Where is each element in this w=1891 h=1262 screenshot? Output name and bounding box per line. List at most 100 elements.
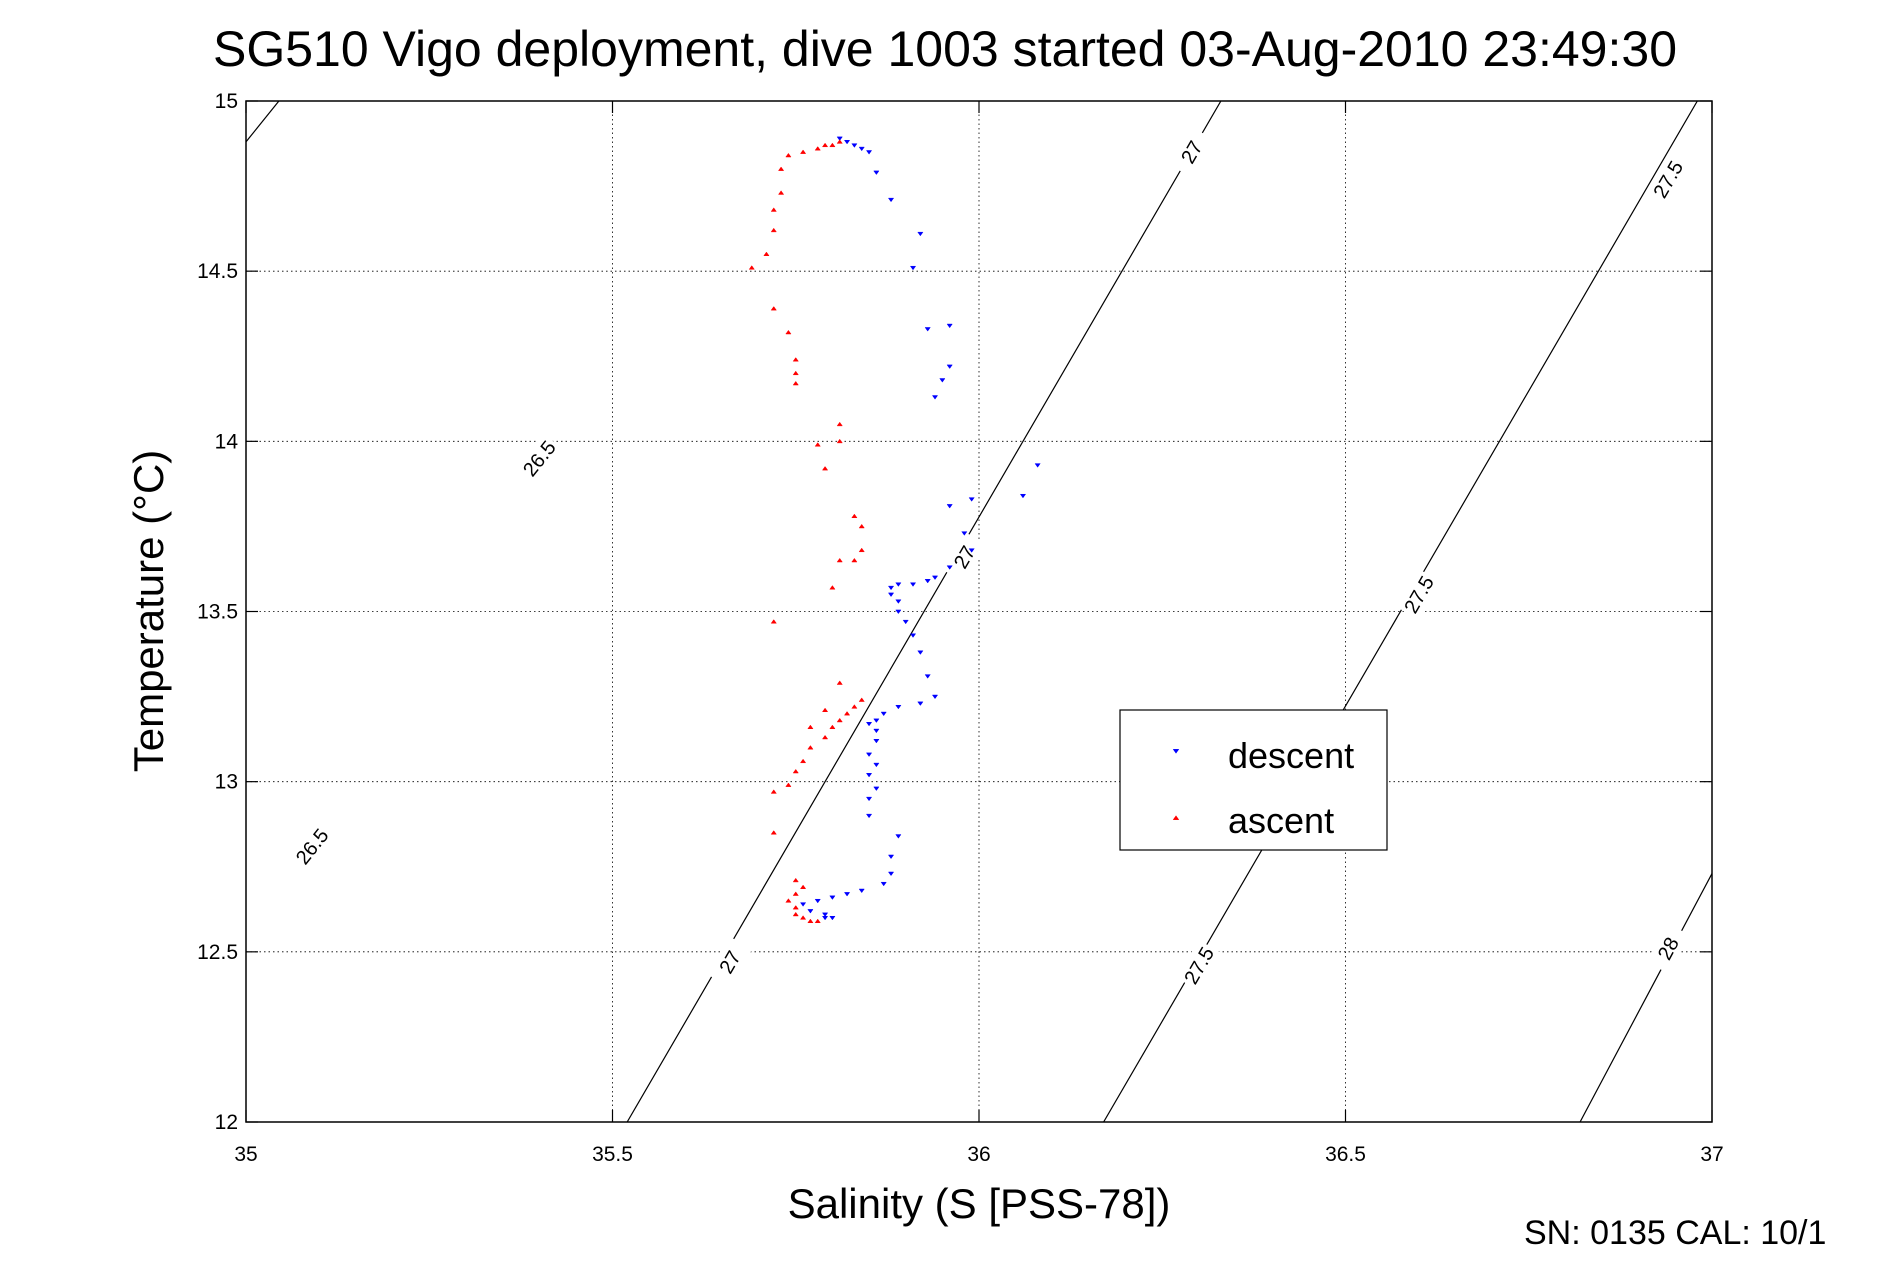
ascent-point bbox=[778, 166, 785, 171]
ascent-point bbox=[792, 911, 799, 917]
descent-point bbox=[865, 150, 873, 155]
ascent-point bbox=[836, 421, 843, 427]
descent-point bbox=[895, 704, 902, 710]
ascent-point bbox=[792, 768, 799, 774]
descent-point bbox=[939, 378, 946, 383]
ascent-point bbox=[821, 707, 829, 713]
y-tick-label: 13.5 bbox=[197, 601, 238, 624]
ascent-point bbox=[770, 619, 777, 624]
descent-point bbox=[946, 364, 953, 369]
descent-point bbox=[895, 834, 902, 839]
descent-point bbox=[873, 170, 880, 175]
ascent-point bbox=[843, 711, 851, 716]
y-tick-label: 13 bbox=[215, 771, 238, 794]
descent-point bbox=[895, 599, 902, 604]
descent-point bbox=[873, 786, 880, 791]
ascent-point bbox=[836, 557, 843, 563]
descent-point bbox=[829, 895, 836, 900]
ascent-point bbox=[799, 149, 807, 154]
descent-point bbox=[917, 650, 924, 655]
descent-point bbox=[873, 739, 880, 744]
descent-point bbox=[968, 497, 975, 502]
ascent-point bbox=[858, 697, 865, 702]
descent-point bbox=[931, 395, 939, 400]
descent-point bbox=[865, 752, 873, 757]
descent-point bbox=[851, 143, 858, 148]
descent-point bbox=[858, 146, 865, 152]
ascent-point bbox=[785, 898, 792, 903]
ascent-point bbox=[792, 905, 799, 910]
ascent-point bbox=[851, 513, 858, 519]
descent-point bbox=[873, 728, 880, 734]
ascent-point bbox=[829, 585, 836, 590]
descent-point bbox=[946, 504, 953, 509]
x-axis-ticks: 35 35.5 36 36.5 37 bbox=[234, 101, 1724, 1166]
ascent-point bbox=[858, 547, 865, 553]
descent-point bbox=[895, 582, 902, 587]
descent-point bbox=[1034, 463, 1041, 468]
ascent-point bbox=[785, 782, 792, 787]
ascent-point bbox=[821, 466, 829, 471]
x-tick-label: 36 bbox=[967, 1143, 990, 1166]
ascent-point bbox=[821, 142, 829, 148]
ascent-point bbox=[799, 884, 807, 889]
ascent-point bbox=[799, 758, 807, 764]
ascent-point bbox=[807, 724, 814, 730]
ascent-point bbox=[836, 139, 843, 144]
legend-box bbox=[1119, 709, 1388, 851]
descent-point bbox=[946, 565, 953, 570]
descent-point bbox=[887, 197, 895, 203]
y-tick-label: 12 bbox=[215, 1111, 238, 1134]
descent-point bbox=[895, 609, 902, 615]
descent-point bbox=[1019, 493, 1027, 499]
ascent-point bbox=[770, 789, 777, 794]
descent-point bbox=[880, 711, 887, 717]
descent-point bbox=[858, 888, 865, 894]
ascent-point bbox=[799, 915, 807, 920]
descent-point bbox=[917, 231, 924, 237]
descent-point bbox=[931, 694, 939, 700]
descent-point bbox=[843, 892, 851, 897]
ascent-point bbox=[814, 442, 821, 447]
ascent-point bbox=[851, 557, 858, 563]
ascent-point bbox=[785, 329, 792, 335]
ascent-point bbox=[770, 227, 777, 233]
descent-point bbox=[821, 915, 829, 921]
x-tick-label: 36.5 bbox=[1325, 1143, 1366, 1166]
descent-point bbox=[829, 915, 836, 921]
contour-line-28 bbox=[1579, 873, 1712, 1122]
x-tick-label: 37 bbox=[1700, 1143, 1723, 1166]
descent-point bbox=[873, 718, 880, 723]
legend-label-descent: descent bbox=[1228, 735, 1354, 776]
ascent-point bbox=[778, 190, 785, 195]
descent-point bbox=[814, 898, 821, 904]
ascent-point bbox=[836, 717, 843, 723]
y-tick-label: 15 bbox=[215, 90, 238, 113]
ascent-point bbox=[748, 265, 755, 270]
legend-marker-descent bbox=[1172, 749, 1180, 754]
ascent-point bbox=[770, 830, 777, 835]
ascent-point bbox=[814, 146, 821, 151]
y-axis-label: Temperature (°C) bbox=[125, 450, 172, 773]
descent-point bbox=[924, 327, 931, 332]
ascent-point bbox=[829, 142, 836, 148]
ascent-point bbox=[792, 877, 799, 883]
legend: descent ascent bbox=[1119, 709, 1388, 851]
footer-serial-calibration: SN: 0135 CAL: 10/1 bbox=[1524, 1214, 1826, 1252]
descent-point bbox=[961, 531, 968, 536]
x-tick-label: 35.5 bbox=[592, 1143, 633, 1166]
descent-point bbox=[799, 902, 807, 907]
descent-point bbox=[902, 619, 909, 625]
descent-point bbox=[865, 722, 873, 727]
contour-label-27: 27 bbox=[707, 936, 753, 988]
ascent-point bbox=[770, 207, 777, 212]
descent-point bbox=[909, 633, 917, 638]
descent-point bbox=[821, 912, 829, 917]
x-axis-label: Salinity (S [PSS-78]) bbox=[788, 1180, 1171, 1227]
descent-point bbox=[865, 796, 873, 802]
descent-point bbox=[931, 575, 939, 580]
contour-label-27: 27 bbox=[1169, 126, 1214, 178]
ascent-point bbox=[792, 357, 799, 362]
descent-point bbox=[887, 592, 895, 597]
descent-point bbox=[909, 582, 917, 587]
